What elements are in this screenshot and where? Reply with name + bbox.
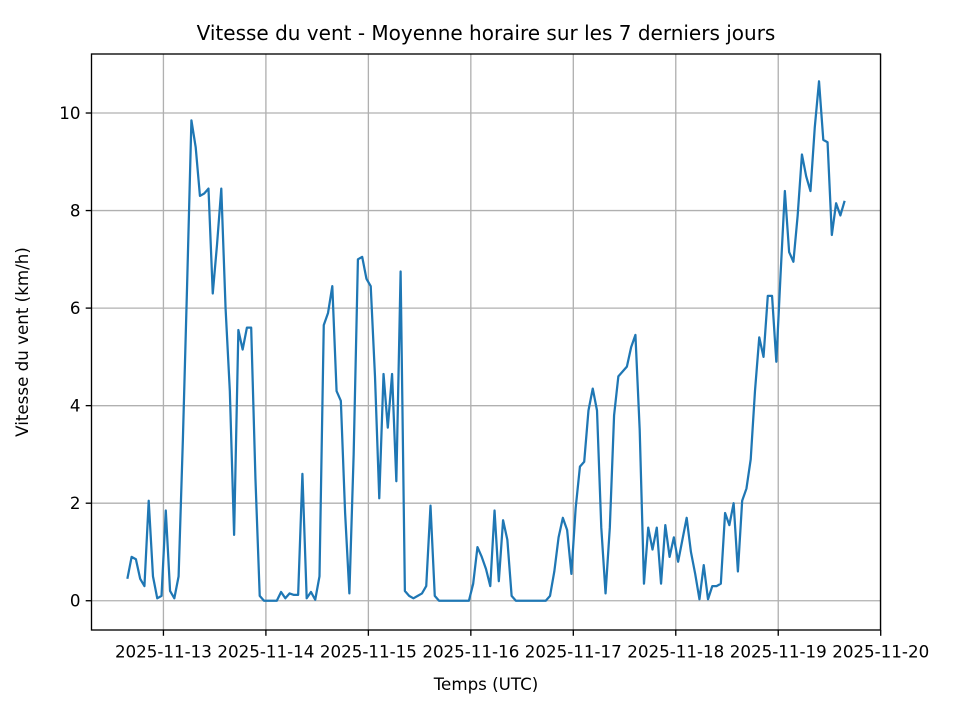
x-tick-label: 2025-11-13 — [115, 642, 212, 662]
axis-ticks — [85, 112, 882, 636]
y-tick-label: 0 — [70, 591, 81, 611]
x-tick-label: 2025-11-14 — [217, 642, 314, 662]
y-tick-label: 2 — [70, 493, 81, 513]
x-tick-label: 2025-11-15 — [320, 642, 417, 662]
wind-speed-line — [126, 80, 846, 602]
x-tick-label: 2025-11-19 — [730, 642, 827, 662]
grid-lines — [91, 54, 882, 630]
y-tick-label: 10 — [59, 103, 80, 123]
axes-spines — [90, 53, 882, 631]
y-tick-label: 4 — [70, 396, 81, 416]
plot-frame — [90, 53, 882, 631]
y-tick-label: 8 — [70, 201, 81, 221]
x-tick-label: 2025-11-20 — [832, 642, 929, 662]
x-tick-label: 2025-11-18 — [627, 642, 724, 662]
x-axis-label: Temps (UTC) — [433, 674, 539, 694]
x-tick-label: 2025-11-16 — [422, 642, 519, 662]
data-series — [126, 80, 846, 602]
axis-tick-labels: 2025-11-13 2025-11-14 2025-11-15 2025-11-16… — [59, 103, 929, 661]
x-tick-label: 2025-11-17 — [525, 642, 622, 662]
y-axis-label: Vitesse du vent (km/h) — [12, 247, 32, 437]
y-tick-label: 6 — [70, 298, 81, 318]
chart-title: Vitesse du vent - Moyenne horaire sur le… — [197, 21, 776, 45]
